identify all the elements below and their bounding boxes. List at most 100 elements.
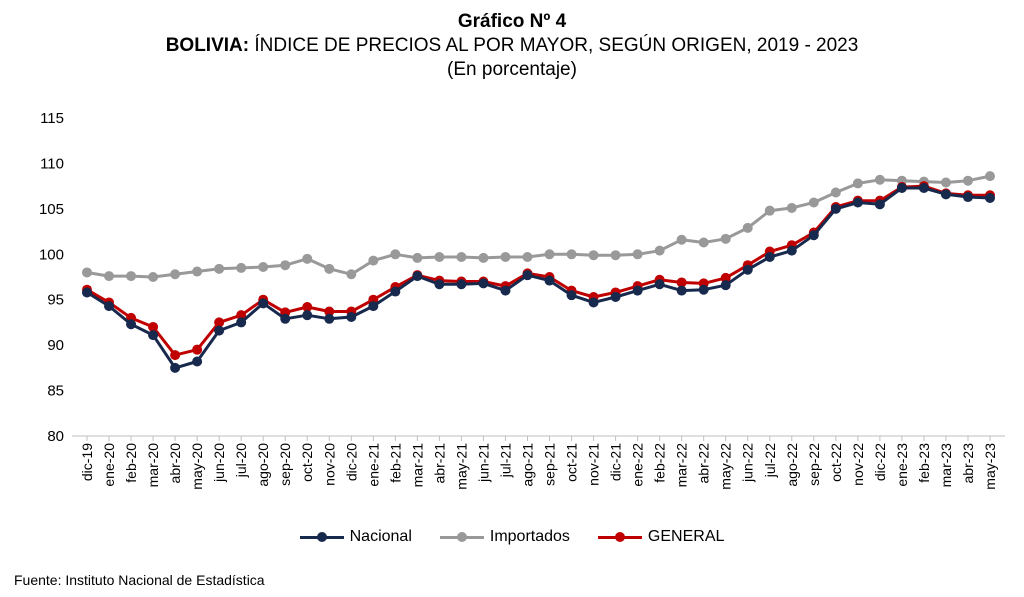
x-tick-label: feb-20 [123, 443, 139, 483]
data-point-nacional [500, 285, 511, 296]
data-point-nacional [918, 182, 929, 193]
x-tick-label: ene-20 [101, 443, 117, 487]
x-tick-label: abr-20 [167, 443, 183, 484]
x-tick-label: feb-22 [652, 443, 668, 483]
data-point-importados [544, 249, 555, 260]
data-point-importados [280, 260, 291, 271]
data-point-nacional [192, 356, 203, 367]
y-tick-label: 110 [40, 155, 64, 172]
legend-label: Nacional [349, 528, 412, 545]
data-point-nacional [874, 199, 885, 210]
data-point-importados [874, 174, 885, 185]
legend-label: GENERAL [647, 528, 725, 545]
data-point-importados [324, 263, 335, 274]
data-point-importados [522, 252, 533, 263]
data-point-importados [478, 252, 489, 263]
data-point-general [170, 350, 181, 361]
series-line-importados [86, 174, 991, 279]
x-tick-label: mar-20 [145, 443, 161, 488]
data-point-general [236, 310, 247, 321]
y-tick-label: 100 [39, 246, 64, 263]
data-point-importados [192, 266, 203, 277]
data-point-importados [302, 253, 313, 264]
y-tick-label: 80 [47, 428, 64, 445]
data-point-nacional [830, 203, 841, 214]
data-point-nacional [720, 280, 731, 291]
data-point-nacional [126, 319, 137, 330]
data-point-importados [390, 249, 401, 260]
data-point-nacional [985, 192, 995, 203]
data-point-importados [82, 267, 92, 278]
data-point-importados [632, 249, 643, 260]
chart-subtitle-text: ÍNDICE DE PRECIOS AL POR MAYOR, SEGÚN OR… [249, 35, 859, 56]
data-point-nacional [808, 230, 819, 241]
data-point-nacional [170, 362, 181, 373]
data-point-importados [962, 175, 973, 186]
x-tick-label: feb-23 [916, 443, 932, 483]
chart-subtitle-country: BOLIVIA: [165, 35, 250, 56]
data-point-importados [786, 202, 797, 213]
data-point-nacional [214, 325, 225, 336]
data-point-importados [368, 255, 379, 266]
legend-label: Importados [489, 528, 570, 545]
x-tick-label: ene-21 [365, 443, 381, 487]
data-point-nacional [104, 301, 115, 312]
x-tick-label: nov-20 [321, 443, 337, 486]
x-tick-label: abr-21 [431, 443, 447, 484]
data-point-importados [434, 252, 445, 263]
x-tick-label: may-20 [189, 443, 205, 490]
x-tick-label: oct-22 [828, 443, 844, 482]
data-point-importados [456, 252, 467, 263]
legend-item-nacional: Nacional [299, 528, 412, 546]
x-tick-label: may-22 [718, 443, 734, 490]
data-point-nacional [434, 279, 445, 290]
data-point-general [676, 277, 687, 288]
data-point-nacional [566, 290, 577, 301]
x-tick-label: sep-21 [542, 443, 558, 486]
chart-subtitle: BOLIVIA: ÍNDICE DE PRECIOS AL POR MAYOR,… [0, 34, 1024, 58]
data-point-importados [610, 250, 621, 261]
data-point-nacional [82, 287, 92, 298]
x-tick-label: feb-21 [387, 443, 403, 483]
data-point-importados [676, 234, 687, 245]
y-tick-label: 105 [39, 201, 64, 218]
data-point-general [324, 306, 335, 317]
data-point-nacional [698, 284, 709, 295]
x-tick-label: dic-20 [343, 443, 359, 481]
data-point-importados [126, 271, 137, 282]
data-point-importados [148, 272, 159, 282]
data-point-nacional [412, 271, 423, 282]
chart-unit: (En porcentaje) [447, 59, 577, 80]
data-point-general [302, 301, 313, 312]
y-tick-label: 115 [40, 110, 64, 127]
x-tick-label: sep-22 [806, 443, 822, 486]
data-point-importados [742, 222, 753, 233]
x-tick-label: nov-22 [850, 443, 866, 486]
legend-swatch [299, 530, 344, 544]
legend-swatch [597, 530, 642, 544]
y-tick-label: 95 [47, 292, 64, 309]
x-tick-label: abr-22 [696, 443, 712, 484]
x-tick-label: jul-22 [762, 443, 778, 478]
data-point-nacional [588, 297, 599, 308]
chart-title: Gráfico Nº 4 [457, 11, 567, 32]
y-tick-label: 85 [47, 383, 64, 400]
x-tick-label: jul-20 [233, 443, 249, 478]
data-point-importados [214, 263, 225, 274]
x-tick-label: may-23 [982, 443, 998, 490]
data-point-nacional [324, 313, 335, 324]
x-tick-label: sep-20 [277, 443, 293, 486]
data-point-importados [852, 178, 863, 189]
data-point-importados [985, 171, 995, 182]
data-point-nacional [676, 285, 687, 296]
data-point-nacional [236, 317, 247, 328]
data-point-nacional [544, 275, 555, 286]
x-tick-label: jun-22 [740, 443, 756, 483]
data-point-importados [170, 269, 181, 280]
source-note: Fuente: Instituto Nacional de Estadístic… [14, 572, 265, 588]
data-point-nacional [852, 197, 863, 208]
data-point-importados [588, 250, 599, 261]
data-point-general [192, 344, 203, 355]
data-point-importados [412, 252, 423, 263]
